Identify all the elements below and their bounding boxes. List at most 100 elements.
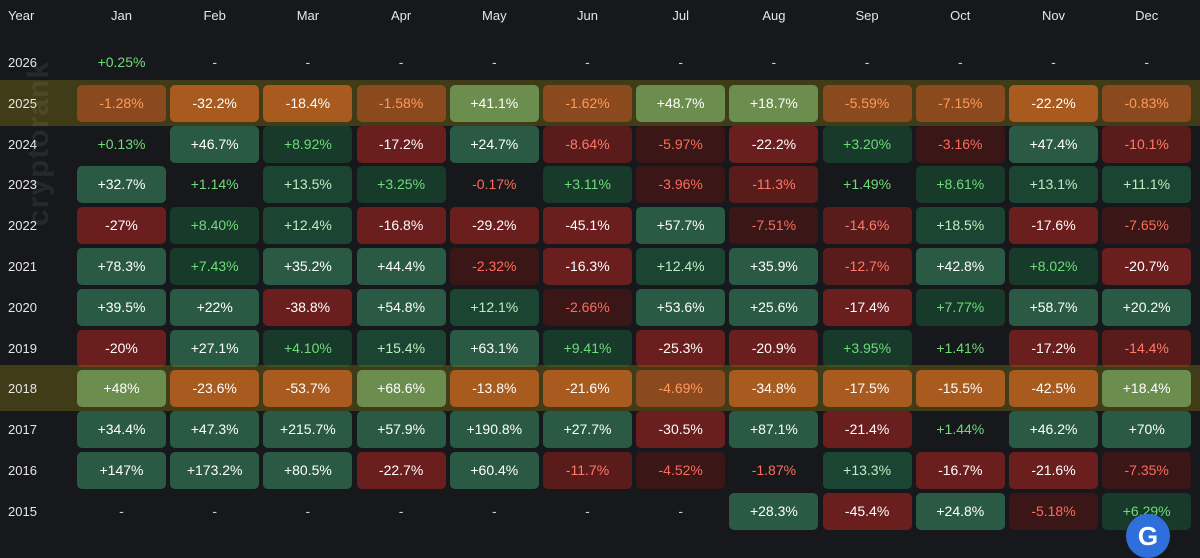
return-cell-2018-oct[interactable]: -15.5% bbox=[915, 370, 1005, 408]
return-cell-2017-oct[interactable]: +1.44% bbox=[936, 421, 985, 438]
return-cell-2016-sep[interactable]: +13.3% bbox=[822, 452, 912, 489]
return-cell-2026-jul[interactable]: - bbox=[678, 54, 684, 70]
return-cell-2018-jul[interactable]: -4.69% bbox=[636, 370, 726, 408]
return-cell-2025-sep[interactable]: -5.59% bbox=[822, 84, 912, 122]
return-cell-2026-nov[interactable]: - bbox=[1051, 54, 1056, 70]
return-cell-2026-jun[interactable]: - bbox=[585, 54, 590, 70]
return-cell-2023-sep[interactable]: +1.49% bbox=[843, 176, 892, 193]
return-cell-2020-mar[interactable]: -38.8% bbox=[263, 288, 353, 326]
return-cell-2016-mar[interactable]: +80.5% bbox=[263, 452, 353, 489]
return-cell-2015-mar[interactable]: - bbox=[305, 502, 311, 519]
return-cell-2023-dec[interactable]: +11.1% bbox=[1102, 166, 1192, 204]
return-cell-2023-apr[interactable]: +3.25% bbox=[356, 166, 446, 204]
return-cell-2026-feb[interactable]: - bbox=[212, 54, 218, 70]
return-cell-2026-may[interactable]: - bbox=[491, 54, 497, 70]
return-cell-2023-jun[interactable]: +3.11% bbox=[543, 166, 632, 204]
return-cell-2024-jul[interactable]: -5.97% bbox=[636, 125, 726, 163]
return-cell-2023-feb[interactable]: +1.14% bbox=[190, 176, 239, 193]
return-cell-2020-may[interactable]: +12.1% bbox=[449, 288, 539, 326]
return-cell-2019-mar[interactable]: +4.10% bbox=[263, 329, 353, 367]
return-cell-2023-may[interactable]: -0.17% bbox=[472, 176, 517, 193]
return-cell-2023-mar[interactable]: +13.5% bbox=[263, 166, 353, 204]
return-cell-2024-may[interactable]: +24.7% bbox=[449, 125, 539, 163]
return-cell-2018-apr[interactable]: +68.6% bbox=[356, 370, 446, 408]
return-cell-2025-jan[interactable]: -1.28% bbox=[77, 84, 166, 122]
return-cell-2026-mar[interactable]: - bbox=[305, 54, 311, 70]
return-cell-2021-jun[interactable]: -16.3% bbox=[543, 248, 632, 285]
return-cell-2026-apr[interactable]: - bbox=[398, 54, 404, 70]
return-cell-2018-aug[interactable]: -34.8% bbox=[729, 370, 819, 408]
return-cell-2025-oct[interactable]: -7.15% bbox=[915, 84, 1005, 122]
return-cell-2024-nov[interactable]: +47.4% bbox=[1009, 125, 1098, 163]
return-cell-2018-dec[interactable]: +18.4% bbox=[1102, 370, 1192, 408]
return-cell-2022-mar[interactable]: +12.4% bbox=[263, 207, 353, 245]
return-cell-2019-may[interactable]: +63.1% bbox=[449, 329, 539, 367]
return-cell-2015-aug[interactable]: +28.3% bbox=[729, 492, 819, 530]
return-cell-2021-may[interactable]: -2.32% bbox=[449, 248, 539, 285]
return-cell-2020-apr[interactable]: +54.8% bbox=[356, 288, 446, 326]
return-cell-2019-jan[interactable]: -20% bbox=[77, 329, 166, 367]
return-cell-2025-may[interactable]: +41.1% bbox=[449, 84, 539, 122]
return-cell-2017-jul[interactable]: -30.5% bbox=[636, 411, 726, 449]
return-cell-2024-aug[interactable]: -22.2% bbox=[729, 125, 819, 163]
return-cell-2024-sep[interactable]: +3.20% bbox=[822, 125, 912, 163]
return-cell-2016-jul[interactable]: -4.52% bbox=[636, 452, 726, 489]
return-cell-2021-jan[interactable]: +78.3% bbox=[77, 248, 166, 285]
return-cell-2022-jan[interactable]: -27% bbox=[77, 207, 166, 245]
return-cell-2017-jun[interactable]: +27.7% bbox=[543, 411, 632, 449]
return-cell-2025-mar[interactable]: -18.4% bbox=[263, 84, 353, 122]
return-cell-2019-aug[interactable]: -20.9% bbox=[729, 329, 819, 367]
return-cell-2024-oct[interactable]: -3.16% bbox=[915, 125, 1005, 163]
return-cell-2023-oct[interactable]: +8.61% bbox=[915, 166, 1005, 204]
return-cell-2017-sep[interactable]: -21.4% bbox=[822, 411, 912, 449]
return-cell-2025-jul[interactable]: +48.7% bbox=[636, 84, 726, 122]
return-cell-2026-sep[interactable]: - bbox=[864, 54, 870, 70]
return-cell-2016-jun[interactable]: -11.7% bbox=[543, 452, 632, 489]
return-cell-2016-oct[interactable]: -16.7% bbox=[915, 452, 1005, 489]
return-cell-2024-feb[interactable]: +46.7% bbox=[170, 125, 260, 163]
return-cell-2015-feb[interactable]: - bbox=[212, 502, 218, 519]
return-cell-2016-may[interactable]: +60.4% bbox=[449, 452, 539, 489]
return-cell-2024-dec[interactable]: -10.1% bbox=[1102, 125, 1192, 163]
return-cell-2016-aug[interactable]: -1.87% bbox=[751, 462, 797, 478]
return-cell-2019-nov[interactable]: -17.2% bbox=[1009, 329, 1098, 367]
return-cell-2018-nov[interactable]: -42.5% bbox=[1009, 370, 1098, 408]
return-cell-2026-aug[interactable]: - bbox=[771, 54, 777, 70]
return-cell-2017-mar[interactable]: +215.7% bbox=[263, 411, 353, 449]
return-cell-2017-aug[interactable]: +87.1% bbox=[729, 411, 819, 449]
return-cell-2019-dec[interactable]: -14.4% bbox=[1102, 329, 1192, 367]
return-cell-2017-jan[interactable]: +34.4% bbox=[77, 411, 166, 449]
return-cell-2018-mar[interactable]: -53.7% bbox=[263, 370, 353, 408]
return-cell-2017-may[interactable]: +190.8% bbox=[449, 411, 539, 449]
return-cell-2022-apr[interactable]: -16.8% bbox=[356, 207, 446, 245]
return-cell-2017-dec[interactable]: +70% bbox=[1102, 411, 1192, 449]
return-cell-2020-feb[interactable]: +22% bbox=[170, 288, 260, 326]
return-cell-2022-dec[interactable]: -7.65% bbox=[1102, 207, 1192, 245]
return-cell-2018-sep[interactable]: -17.5% bbox=[822, 370, 912, 408]
return-cell-2020-oct[interactable]: +7.77% bbox=[915, 288, 1005, 326]
return-cell-2025-dec[interactable]: -0.83% bbox=[1102, 84, 1192, 122]
return-cell-2021-sep[interactable]: -12.7% bbox=[822, 248, 912, 285]
return-cell-2021-aug[interactable]: +35.9% bbox=[729, 248, 819, 285]
return-cell-2021-oct[interactable]: +42.8% bbox=[915, 248, 1005, 285]
return-cell-2022-feb[interactable]: +8.40% bbox=[170, 207, 260, 245]
return-cell-2026-oct[interactable]: - bbox=[957, 54, 963, 70]
return-cell-2020-jun[interactable]: -2.66% bbox=[543, 288, 632, 326]
return-cell-2018-jan[interactable]: +48% bbox=[77, 370, 166, 408]
return-cell-2019-jul[interactable]: -25.3% bbox=[636, 329, 726, 367]
return-cell-2022-jun[interactable]: -45.1% bbox=[543, 207, 632, 245]
return-cell-2025-apr[interactable]: -1.58% bbox=[356, 84, 446, 122]
return-cell-2017-apr[interactable]: +57.9% bbox=[356, 411, 446, 449]
return-cell-2025-feb[interactable]: -32.2% bbox=[170, 84, 260, 122]
return-cell-2017-feb[interactable]: +47.3% bbox=[170, 411, 260, 449]
return-cell-2019-apr[interactable]: +15.4% bbox=[356, 329, 446, 367]
return-cell-2018-feb[interactable]: -23.6% bbox=[170, 370, 260, 408]
return-cell-2025-aug[interactable]: +18.7% bbox=[729, 84, 819, 122]
return-cell-2015-jan[interactable]: - bbox=[119, 502, 124, 519]
return-cell-2019-feb[interactable]: +27.1% bbox=[170, 329, 260, 367]
return-cell-2020-dec[interactable]: +20.2% bbox=[1102, 288, 1192, 326]
return-cell-2020-jan[interactable]: +39.5% bbox=[77, 288, 166, 326]
return-cell-2018-jun[interactable]: -21.6% bbox=[543, 370, 632, 408]
return-cell-2024-jun[interactable]: -8.64% bbox=[543, 125, 632, 163]
return-cell-2022-may[interactable]: -29.2% bbox=[449, 207, 539, 245]
